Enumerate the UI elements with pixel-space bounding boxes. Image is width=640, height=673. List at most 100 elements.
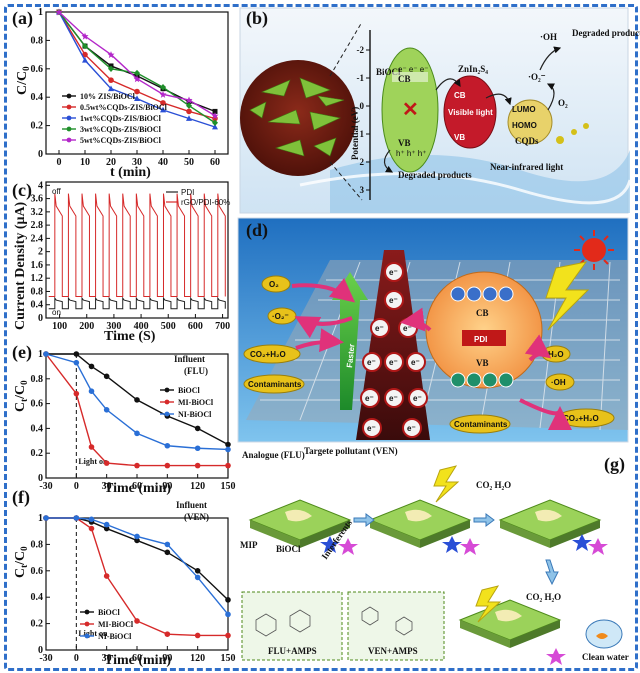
electron-icon bbox=[370, 318, 390, 338]
visible-light-label: Visible light bbox=[448, 108, 493, 117]
data-point bbox=[194, 632, 201, 639]
data-point bbox=[211, 112, 219, 120]
light-bolt-icon bbox=[545, 261, 590, 331]
y-tick-label: 1.6 bbox=[31, 260, 44, 271]
clean-water-label: Clean water bbox=[582, 652, 629, 662]
on-label: on bbox=[52, 308, 61, 317]
data-point bbox=[225, 462, 231, 469]
zis-cb: CB bbox=[454, 91, 466, 100]
data-point bbox=[194, 574, 201, 581]
y-tick-label: 0.4 bbox=[31, 92, 44, 103]
data-point bbox=[186, 102, 192, 109]
data-point bbox=[103, 521, 110, 528]
y-tick-label: 0.8 bbox=[31, 539, 44, 550]
data-point bbox=[134, 462, 140, 469]
legend-marker bbox=[84, 621, 90, 627]
potential-label: Potential (eV) bbox=[350, 107, 360, 160]
electron-label: e⁻ bbox=[411, 358, 420, 367]
potential-tick-label: 2 bbox=[360, 157, 365, 167]
data-point bbox=[164, 549, 171, 556]
data-point bbox=[134, 430, 140, 437]
x-tick-label: 120 bbox=[190, 653, 205, 664]
data-point bbox=[225, 597, 231, 603]
panel-d: (d) e⁻ e⁻ e⁻ e⁻ e⁻ e⁻ e⁻ e⁻ e⁻ e⁻ e⁻ e⁻ Faster bbox=[237, 217, 629, 443]
legend-marker bbox=[84, 609, 90, 615]
electron-label: e⁻ bbox=[389, 296, 398, 305]
data-point bbox=[82, 42, 88, 50]
x-tick-label: 10 bbox=[80, 157, 90, 168]
data-point bbox=[133, 75, 141, 83]
data-point bbox=[103, 407, 110, 413]
flu-amps-label: FLU+AMPS bbox=[268, 646, 317, 656]
data-point bbox=[164, 541, 171, 548]
data-point bbox=[134, 95, 140, 102]
blocked-icon: ✕ bbox=[402, 99, 419, 121]
x-tick-label: 90 bbox=[162, 653, 172, 664]
electron-icon bbox=[384, 290, 404, 310]
mip-label: MIP bbox=[240, 540, 258, 550]
series-line-1 bbox=[48, 296, 226, 310]
y-tick-label: 0.2 bbox=[31, 619, 44, 630]
boiocl-label: BiOCl bbox=[376, 67, 401, 77]
pdi-vb: VB bbox=[476, 358, 489, 368]
legend-entry: 1wt%CQDs-ZIS/BiOCl bbox=[80, 114, 162, 123]
cqds-label: CQDs bbox=[515, 136, 539, 146]
x-tick-label: 150 bbox=[221, 481, 236, 492]
potential-tick-label: 1 bbox=[360, 129, 365, 139]
data-point bbox=[159, 90, 167, 98]
data-point bbox=[160, 84, 166, 91]
light-on-label: Light on bbox=[78, 629, 108, 638]
x-tick-label: 30 bbox=[132, 157, 142, 168]
x-tick-label: 500 bbox=[161, 321, 176, 332]
data-point bbox=[225, 441, 231, 448]
legend-marker bbox=[66, 126, 72, 132]
panel-e: (e) Ct/C0 Time (min) Influent (FLU) -30 0… bbox=[12, 342, 236, 496]
d-species bbox=[243, 275, 615, 434]
y-tick-label: 0.6 bbox=[31, 64, 44, 75]
legend-marker bbox=[66, 104, 72, 110]
o2-label: O₂ bbox=[558, 98, 568, 108]
y-tick-label: 0.2 bbox=[31, 121, 44, 132]
panel-f-influent: Influent bbox=[176, 500, 207, 510]
interferent-stars-blue bbox=[320, 534, 592, 553]
series-line-1 bbox=[46, 353, 229, 446]
panel-f-xlabel: Time (min) bbox=[104, 653, 171, 668]
y-tick-label: 0.8 bbox=[31, 374, 44, 385]
electron-label: e⁻ bbox=[389, 358, 398, 367]
fishbowl-icon bbox=[585, 619, 623, 649]
potential-ticks: -2 -1 0 1 2 3 bbox=[357, 45, 370, 195]
data-point bbox=[82, 51, 88, 58]
d-contaminants-bottom: Contaminants bbox=[454, 420, 508, 429]
data-point bbox=[164, 631, 171, 637]
g-bolt-1 bbox=[433, 465, 460, 503]
series-line-2 bbox=[48, 193, 226, 297]
panel-c-label: (c) bbox=[12, 180, 32, 201]
potential-tick-label: 3 bbox=[360, 185, 365, 195]
data-point bbox=[134, 88, 140, 95]
d-oh: ·OH bbox=[551, 378, 566, 387]
x-tick-label: -30 bbox=[39, 653, 52, 664]
data-point bbox=[82, 57, 88, 63]
target-label: Targete pollutant (VEN) bbox=[304, 446, 398, 456]
panel-g: (g) Analogue (FLU) Targete pollutant (VE… bbox=[238, 446, 629, 665]
panel-f-label: (f) bbox=[12, 487, 30, 508]
x-tick-label: 400 bbox=[134, 321, 149, 332]
electron-label: e⁻ bbox=[367, 358, 376, 367]
data-point bbox=[43, 515, 49, 521]
y-tick-label: 0.4 bbox=[31, 423, 44, 434]
oh-label: ·OH bbox=[540, 32, 557, 42]
data-point bbox=[108, 85, 114, 92]
legend-entry: 5wt%CQDs-ZIS/BiOCl bbox=[80, 136, 162, 145]
panel-e-label: (e) bbox=[12, 342, 32, 363]
panel-a: (a) C/C0 t (min) 0 10 20 30 40 50 60 0 0.2 0.4 0.6… bbox=[12, 7, 234, 180]
y-tick-label: 1.2 bbox=[31, 273, 44, 284]
panel-f-influent-sub: (VEN) bbox=[184, 512, 209, 522]
data-point bbox=[107, 51, 115, 59]
electron-label: e⁻ bbox=[365, 394, 374, 403]
panel-e-ylabel: Ct/C0 bbox=[13, 380, 29, 412]
x-tick-label: -30 bbox=[39, 481, 52, 492]
ven-amps-label: VEN+AMPS bbox=[368, 646, 418, 656]
data-point bbox=[134, 618, 140, 624]
d-o2: O₂ bbox=[269, 280, 279, 289]
d-h2o: H₂O bbox=[548, 350, 564, 359]
